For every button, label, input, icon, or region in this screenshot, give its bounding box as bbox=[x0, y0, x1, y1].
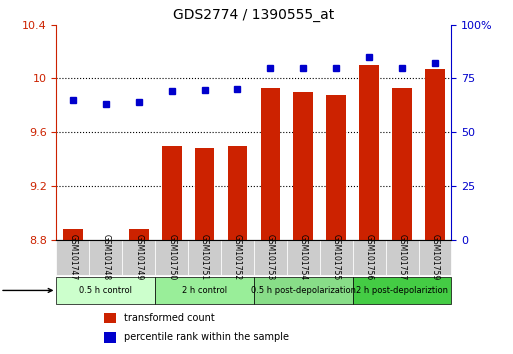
Text: percentile rank within the sample: percentile rank within the sample bbox=[124, 332, 289, 342]
FancyBboxPatch shape bbox=[155, 240, 188, 275]
FancyBboxPatch shape bbox=[89, 240, 122, 275]
Text: GSM101757: GSM101757 bbox=[398, 234, 407, 280]
Text: 0.5 h control: 0.5 h control bbox=[80, 286, 132, 295]
FancyBboxPatch shape bbox=[254, 240, 287, 275]
Text: GSM101750: GSM101750 bbox=[167, 234, 176, 280]
Text: 2 h post-depolariztion: 2 h post-depolariztion bbox=[356, 286, 448, 295]
FancyBboxPatch shape bbox=[188, 240, 221, 275]
Bar bbox=[104, 313, 115, 323]
Text: transformed count: transformed count bbox=[124, 313, 214, 323]
FancyBboxPatch shape bbox=[419, 240, 451, 275]
FancyBboxPatch shape bbox=[122, 240, 155, 275]
Text: GSM101756: GSM101756 bbox=[365, 234, 373, 280]
Bar bbox=[261, 88, 280, 240]
Title: GDS2774 / 1390555_at: GDS2774 / 1390555_at bbox=[173, 8, 334, 22]
Bar bbox=[392, 88, 412, 240]
Text: GSM101759: GSM101759 bbox=[430, 234, 440, 280]
Text: GSM101749: GSM101749 bbox=[134, 234, 143, 280]
FancyBboxPatch shape bbox=[56, 277, 155, 304]
Bar bbox=[129, 229, 149, 240]
Text: GSM101751: GSM101751 bbox=[200, 234, 209, 280]
Bar bbox=[63, 229, 83, 240]
FancyBboxPatch shape bbox=[320, 240, 353, 275]
Bar bbox=[194, 148, 214, 240]
Text: GSM101748: GSM101748 bbox=[101, 234, 110, 280]
FancyBboxPatch shape bbox=[287, 240, 320, 275]
FancyBboxPatch shape bbox=[353, 277, 451, 304]
Text: GSM101752: GSM101752 bbox=[233, 234, 242, 280]
Text: 2 h control: 2 h control bbox=[182, 286, 227, 295]
Bar bbox=[162, 145, 182, 240]
FancyBboxPatch shape bbox=[56, 240, 89, 275]
Text: GSM101754: GSM101754 bbox=[299, 234, 308, 280]
Text: protocol: protocol bbox=[0, 285, 52, 296]
Text: GSM101747: GSM101747 bbox=[68, 234, 77, 280]
FancyBboxPatch shape bbox=[386, 240, 419, 275]
Text: GSM101755: GSM101755 bbox=[332, 234, 341, 280]
FancyBboxPatch shape bbox=[254, 277, 353, 304]
Text: 0.5 h post-depolarization: 0.5 h post-depolarization bbox=[251, 286, 356, 295]
Bar bbox=[326, 95, 346, 240]
Bar bbox=[293, 92, 313, 240]
Bar bbox=[228, 145, 247, 240]
Bar bbox=[96, 240, 115, 244]
Bar bbox=[359, 65, 379, 240]
Text: GSM101753: GSM101753 bbox=[266, 234, 275, 280]
FancyBboxPatch shape bbox=[221, 240, 254, 275]
Bar bbox=[425, 69, 445, 240]
FancyBboxPatch shape bbox=[155, 277, 254, 304]
FancyBboxPatch shape bbox=[353, 240, 386, 275]
Bar bbox=[104, 332, 115, 343]
